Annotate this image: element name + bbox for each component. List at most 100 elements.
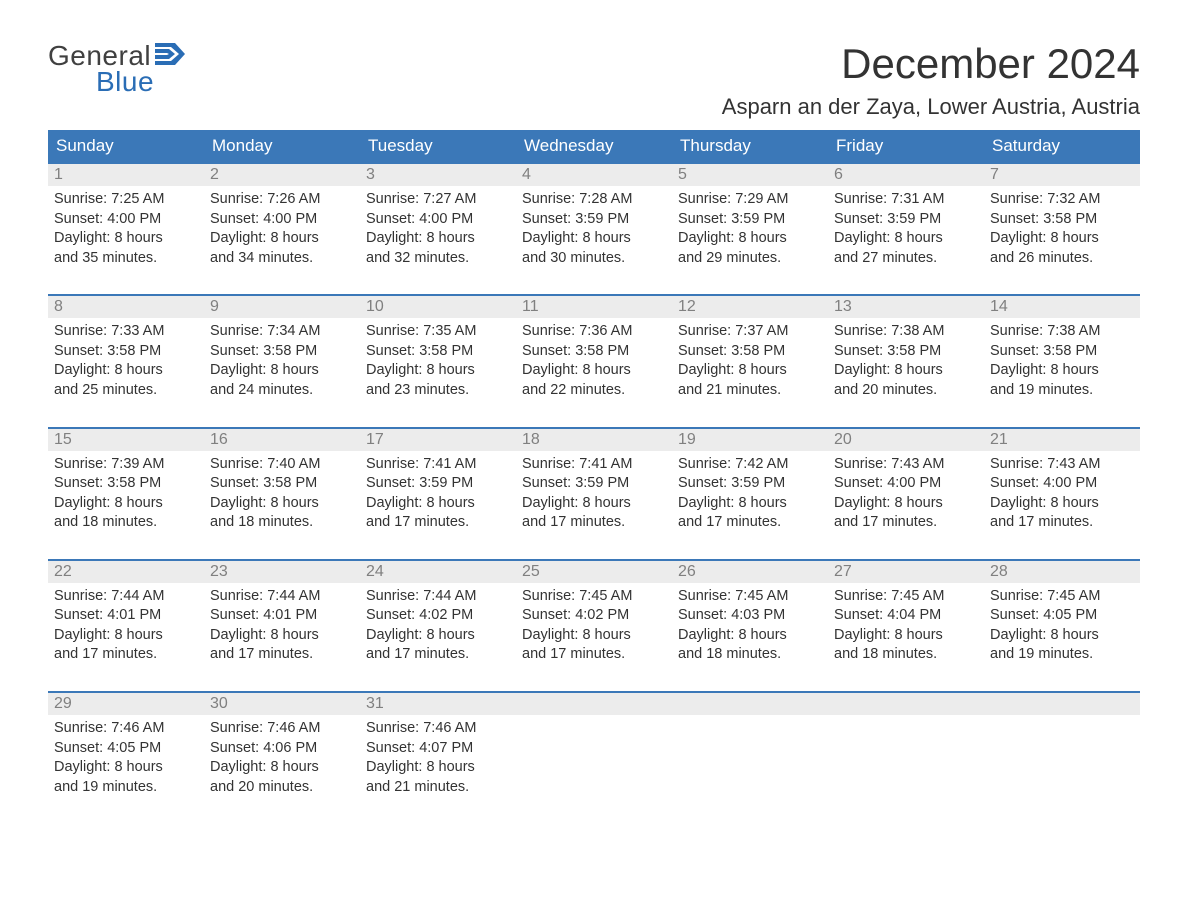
- day2-text: and 17 minutes.: [522, 645, 666, 665]
- day2-text: and 17 minutes.: [366, 513, 510, 533]
- day-number: 21: [984, 429, 1140, 451]
- day-number: 27: [828, 561, 984, 583]
- sunrise-text: Sunrise: 7:32 AM: [990, 190, 1134, 210]
- sunset-text: Sunset: 3:58 PM: [990, 210, 1134, 230]
- day1-text: Daylight: 8 hours: [54, 361, 198, 381]
- day1-text: Daylight: 8 hours: [210, 361, 354, 381]
- sunrise-text: Sunrise: 7:38 AM: [834, 322, 978, 342]
- month-title: December 2024: [722, 40, 1140, 88]
- day-cell: Sunrise: 7:40 AMSunset: 3:58 PMDaylight:…: [204, 451, 360, 541]
- sunrise-text: Sunrise: 7:28 AM: [522, 190, 666, 210]
- sunrise-text: Sunrise: 7:39 AM: [54, 455, 198, 475]
- day-cell: [984, 715, 1140, 805]
- day-cell: Sunrise: 7:36 AMSunset: 3:58 PMDaylight:…: [516, 318, 672, 408]
- day-cell: Sunrise: 7:46 AMSunset: 4:07 PMDaylight:…: [360, 715, 516, 805]
- day1-text: Daylight: 8 hours: [366, 229, 510, 249]
- day1-text: Daylight: 8 hours: [678, 361, 822, 381]
- sunset-text: Sunset: 3:58 PM: [678, 342, 822, 362]
- day1-text: Daylight: 8 hours: [834, 229, 978, 249]
- day1-text: Daylight: 8 hours: [366, 494, 510, 514]
- calendar-week: 15161718192021Sunrise: 7:39 AMSunset: 3:…: [48, 427, 1140, 541]
- day1-text: Daylight: 8 hours: [834, 494, 978, 514]
- sunrise-text: Sunrise: 7:46 AM: [366, 719, 510, 739]
- day2-text: and 17 minutes.: [54, 645, 198, 665]
- sunset-text: Sunset: 3:59 PM: [834, 210, 978, 230]
- day-number: [828, 693, 984, 715]
- day2-text: and 34 minutes.: [210, 249, 354, 269]
- day-number: 3: [360, 164, 516, 186]
- day1-text: Daylight: 8 hours: [210, 758, 354, 778]
- day2-text: and 32 minutes.: [366, 249, 510, 269]
- day-number: 1: [48, 164, 204, 186]
- weekday-header: Saturday: [984, 130, 1140, 162]
- day-number: [516, 693, 672, 715]
- day1-text: Daylight: 8 hours: [678, 494, 822, 514]
- sunset-text: Sunset: 3:59 PM: [522, 210, 666, 230]
- day2-text: and 17 minutes.: [990, 513, 1134, 533]
- day-cell: Sunrise: 7:35 AMSunset: 3:58 PMDaylight:…: [360, 318, 516, 408]
- day-cell: Sunrise: 7:45 AMSunset: 4:04 PMDaylight:…: [828, 583, 984, 673]
- sunset-text: Sunset: 3:58 PM: [522, 342, 666, 362]
- sunrise-text: Sunrise: 7:43 AM: [834, 455, 978, 475]
- day-cell: Sunrise: 7:44 AMSunset: 4:01 PMDaylight:…: [204, 583, 360, 673]
- sunset-text: Sunset: 4:00 PM: [54, 210, 198, 230]
- day-number: [672, 693, 828, 715]
- sunrise-text: Sunrise: 7:44 AM: [54, 587, 198, 607]
- day-cell: Sunrise: 7:37 AMSunset: 3:58 PMDaylight:…: [672, 318, 828, 408]
- day2-text: and 30 minutes.: [522, 249, 666, 269]
- day-cell: Sunrise: 7:41 AMSunset: 3:59 PMDaylight:…: [516, 451, 672, 541]
- day-cell: [516, 715, 672, 805]
- day1-text: Daylight: 8 hours: [522, 494, 666, 514]
- sunrise-text: Sunrise: 7:36 AM: [522, 322, 666, 342]
- day-number: 29: [48, 693, 204, 715]
- logo-text-blue: Blue: [96, 66, 154, 98]
- day1-text: Daylight: 8 hours: [54, 758, 198, 778]
- day-cell: Sunrise: 7:45 AMSunset: 4:05 PMDaylight:…: [984, 583, 1140, 673]
- calendar-week: 1234567 Sunrise: 7:25 AMSunset: 4:00 PM Da…: [48, 162, 1140, 276]
- day1-text: Daylight: 8 hours: [210, 494, 354, 514]
- day-number: 20: [828, 429, 984, 451]
- sunset-text: Sunset: 3:58 PM: [54, 474, 198, 494]
- day1-text: Daylight: 8 hours: [366, 758, 510, 778]
- day-cell: [672, 715, 828, 805]
- location-subtitle: Asparn an der Zaya, Lower Austria, Austr…: [722, 94, 1140, 120]
- sunrise-text: Sunrise: 7:44 AM: [366, 587, 510, 607]
- sunset-text: Sunset: 4:00 PM: [834, 474, 978, 494]
- day-cell: Sunrise: 7:44 AMSunset: 4:01 PMDaylight:…: [48, 583, 204, 673]
- weekday-header: Tuesday: [360, 130, 516, 162]
- sunrise-text: Sunrise: 7:34 AM: [210, 322, 354, 342]
- day1-text: Daylight: 8 hours: [990, 229, 1134, 249]
- sunset-text: Sunset: 4:05 PM: [990, 606, 1134, 626]
- day2-text: and 17 minutes.: [678, 513, 822, 533]
- sunset-text: Sunset: 4:03 PM: [678, 606, 822, 626]
- weekday-header: Monday: [204, 130, 360, 162]
- sunrise-text: Sunrise: 7:25 AM: [54, 190, 198, 210]
- sunrise-text: Sunrise: 7:40 AM: [210, 455, 354, 475]
- day2-text: and 21 minutes.: [366, 778, 510, 798]
- day-cell: Sunrise: 7:33 AMSunset: 3:58 PMDaylight:…: [48, 318, 204, 408]
- sunrise-text: Sunrise: 7:37 AM: [678, 322, 822, 342]
- day1-text: Daylight: 8 hours: [210, 229, 354, 249]
- day-number: 11: [516, 296, 672, 318]
- day-number: 19: [672, 429, 828, 451]
- sunrise-text: Sunrise: 7:31 AM: [834, 190, 978, 210]
- sunset-text: Sunset: 3:59 PM: [678, 210, 822, 230]
- day-number: 15: [48, 429, 204, 451]
- day2-text: and 20 minutes.: [210, 778, 354, 798]
- weekday-header: Thursday: [672, 130, 828, 162]
- day-cell: Sunrise: 7:45 AMSunset: 4:03 PMDaylight:…: [672, 583, 828, 673]
- day1-text: Daylight: 8 hours: [522, 361, 666, 381]
- weekday-header: Wednesday: [516, 130, 672, 162]
- day2-text: and 22 minutes.: [522, 381, 666, 401]
- sunset-text: Sunset: 3:58 PM: [366, 342, 510, 362]
- day-number: 25: [516, 561, 672, 583]
- day-number-row: 22232425262728: [48, 561, 1140, 583]
- day1-text: Daylight: 8 hours: [54, 626, 198, 646]
- day-number-row: 1234567: [48, 164, 1140, 186]
- sunrise-text: Sunrise: 7:45 AM: [990, 587, 1134, 607]
- day-number: 31: [360, 693, 516, 715]
- day-number: 6: [828, 164, 984, 186]
- day2-text: and 19 minutes.: [54, 778, 198, 798]
- day-number: [984, 693, 1140, 715]
- day2-text: and 17 minutes.: [210, 645, 354, 665]
